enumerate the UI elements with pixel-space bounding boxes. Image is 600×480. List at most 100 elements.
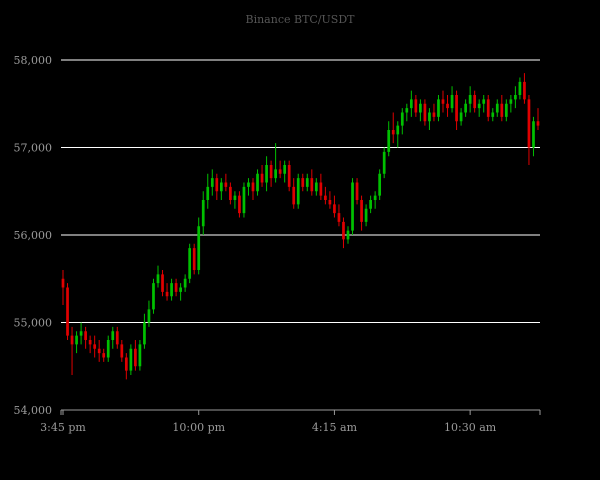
candle-up (201, 191, 205, 235)
candle-body (260, 173, 264, 183)
candle-body (441, 99, 445, 104)
candle-down (269, 160, 273, 187)
candle-up (147, 300, 151, 327)
candle-up (419, 99, 422, 122)
candle-down (97, 340, 101, 362)
candle-body (278, 169, 282, 174)
candle-body (373, 195, 377, 200)
candle-up (247, 178, 250, 196)
candle-down (523, 73, 526, 104)
candle-down (224, 173, 228, 192)
candle-up (518, 77, 522, 100)
candle-body (477, 103, 481, 109)
candle-body (351, 182, 354, 231)
candle-body (301, 178, 305, 187)
candle-up (183, 274, 187, 292)
candle-body (174, 283, 178, 292)
candle-body (473, 95, 477, 109)
candle-body (102, 353, 106, 358)
candle-down (455, 90, 458, 130)
candle-up (482, 95, 486, 113)
candle-down (486, 95, 490, 122)
candle-body (319, 182, 323, 196)
candle-up (504, 99, 508, 122)
candle-up (188, 243, 192, 284)
candle-body (206, 186, 210, 200)
candle-down (473, 90, 477, 113)
candle-body (70, 335, 74, 345)
candle-up (242, 182, 246, 218)
candle-body (396, 125, 400, 135)
candle-up (296, 173, 300, 209)
candle-body (129, 348, 133, 371)
candle-body (147, 309, 151, 323)
candle-down (174, 278, 178, 297)
candle-up (233, 191, 237, 209)
candle-body (391, 130, 395, 135)
candle-up (378, 169, 382, 200)
candle-down (292, 178, 296, 209)
candle-down (441, 90, 445, 113)
candle-body (183, 278, 187, 288)
candle-up (265, 156, 268, 192)
gridlines (61, 59, 540, 323)
y-tick-label: 56,000 (14, 229, 53, 242)
candle-body (514, 95, 517, 100)
candle-body (509, 99, 513, 104)
candle-down (124, 353, 128, 380)
x-axis: 3:45 pm 10:00 pm 4:15 am 10:30 am (40, 409, 541, 434)
candle-up (464, 99, 467, 117)
candle-body (527, 99, 531, 148)
candle-down (301, 173, 305, 192)
candle-up (495, 99, 499, 117)
candle-body (84, 331, 87, 340)
y-axis: 54,000 55,000 56,000 57,000 58,000 (14, 54, 53, 417)
candle-up (396, 121, 400, 148)
candle-body (437, 99, 440, 117)
candle-body (93, 344, 97, 349)
candle-body (414, 99, 418, 113)
candle-up (450, 86, 454, 113)
candle-body (455, 95, 458, 122)
candle-body (251, 182, 255, 192)
candle-body (156, 274, 160, 284)
candle-body (111, 331, 115, 340)
candle-body (88, 340, 92, 345)
candle-body (446, 103, 449, 109)
candle-body (161, 274, 164, 292)
candle-up (305, 173, 309, 192)
candle-body (360, 200, 363, 222)
candle-body (179, 287, 182, 292)
x-tick-label: 10:30 am (444, 421, 497, 434)
candle-up (106, 335, 110, 362)
candle-up (491, 108, 495, 122)
candle-down (84, 326, 87, 349)
candle-body (192, 248, 196, 270)
candle-body (405, 108, 409, 113)
candle-up (75, 331, 78, 354)
candle-down (192, 243, 196, 275)
candle-body (342, 221, 345, 240)
candle-up (477, 99, 481, 117)
candle-down (500, 95, 504, 122)
candle-down (360, 195, 363, 231)
candle-body (238, 195, 241, 214)
candle-up (129, 344, 133, 375)
candle-body (450, 95, 454, 109)
candle-down (432, 103, 436, 122)
candle-body (314, 182, 318, 192)
candle-body (201, 200, 205, 227)
candle-down (88, 335, 92, 354)
candle-body (419, 103, 422, 113)
candle-up (111, 326, 115, 349)
candle-up (468, 86, 472, 113)
candle-body (310, 178, 314, 192)
candle-body (482, 99, 486, 104)
candle-body (464, 103, 467, 113)
candle-up (274, 143, 277, 183)
candle-up (382, 147, 386, 179)
candle-body (400, 112, 404, 126)
candles (61, 73, 540, 380)
candle-body (486, 99, 490, 117)
